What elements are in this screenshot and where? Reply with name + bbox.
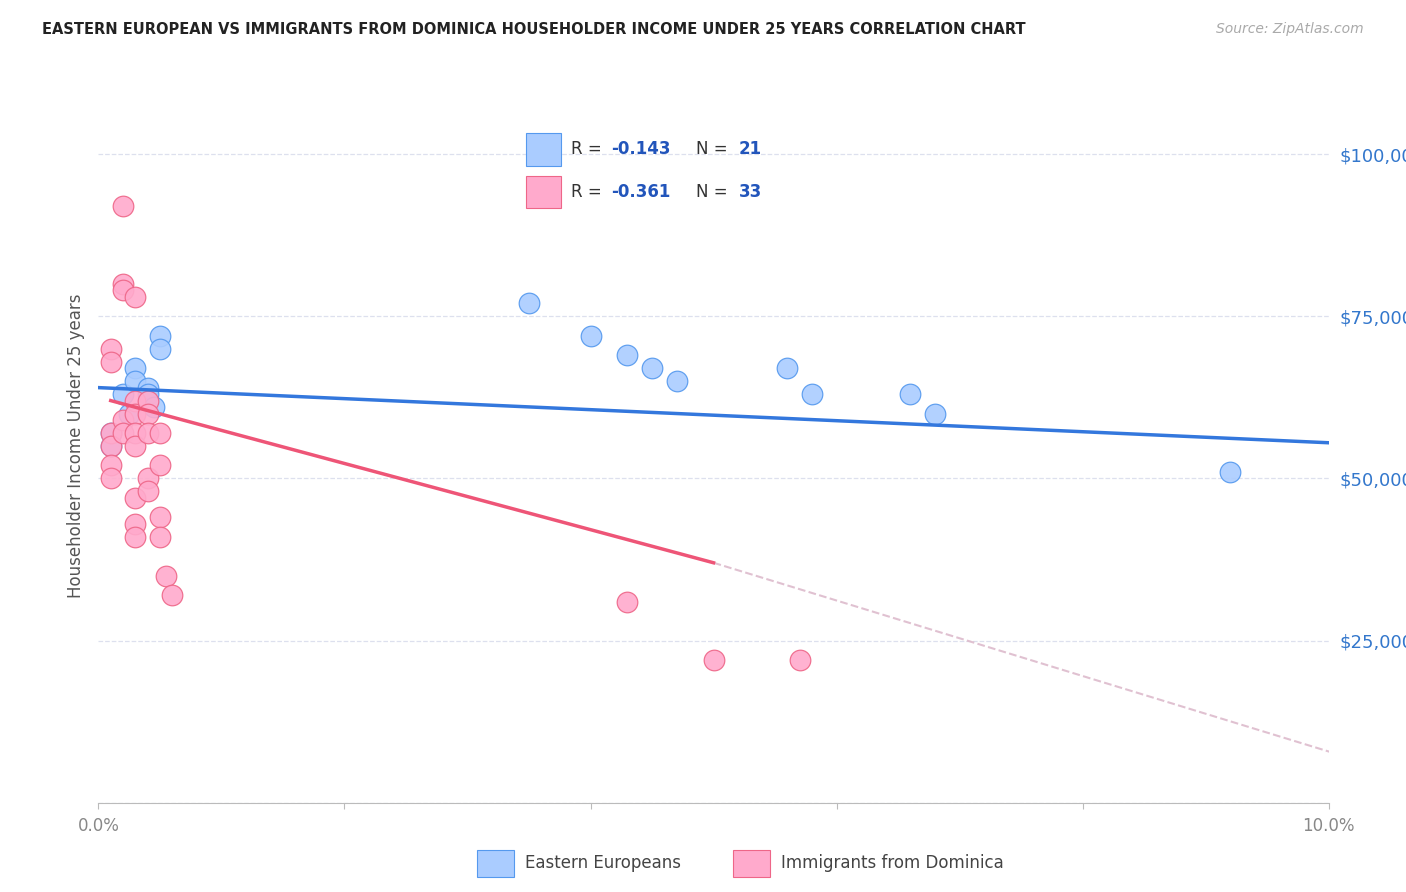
- Point: [900, 387, 922, 401]
- Text: R =: R =: [571, 183, 607, 201]
- Text: 33: 33: [740, 183, 762, 201]
- Point: [149, 530, 172, 544]
- Point: [100, 439, 122, 453]
- Bar: [477, 850, 515, 877]
- Point: [155, 568, 177, 582]
- Text: Eastern Europeans: Eastern Europeans: [524, 854, 681, 872]
- Point: [136, 471, 159, 485]
- Point: [1219, 465, 1241, 479]
- Point: [100, 425, 122, 440]
- Point: [124, 393, 146, 408]
- Point: [517, 296, 540, 310]
- Point: [136, 381, 159, 395]
- Point: [112, 277, 135, 291]
- Point: [703, 653, 725, 667]
- Point: [616, 595, 638, 609]
- Point: [112, 425, 135, 440]
- Point: [801, 387, 824, 401]
- Point: [162, 588, 183, 602]
- Point: [100, 458, 122, 473]
- Point: [124, 530, 146, 544]
- Point: [124, 407, 146, 421]
- Point: [100, 342, 122, 356]
- Text: -0.361: -0.361: [612, 183, 671, 201]
- Point: [100, 471, 122, 485]
- Point: [112, 413, 135, 427]
- Point: [616, 348, 638, 362]
- Text: Immigrants from Dominica: Immigrants from Dominica: [782, 854, 1004, 872]
- Point: [136, 387, 159, 401]
- Bar: [733, 850, 770, 877]
- Point: [112, 387, 135, 401]
- Point: [112, 283, 135, 297]
- Text: R =: R =: [571, 140, 607, 158]
- Point: [100, 425, 122, 440]
- Point: [124, 374, 146, 388]
- Point: [776, 361, 799, 376]
- Point: [124, 290, 146, 304]
- Text: 21: 21: [740, 140, 762, 158]
- Text: N =: N =: [696, 140, 733, 158]
- Point: [142, 400, 165, 414]
- Point: [124, 516, 146, 531]
- Point: [789, 653, 811, 667]
- Point: [124, 439, 146, 453]
- Point: [124, 425, 146, 440]
- Point: [112, 199, 135, 213]
- Text: N =: N =: [696, 183, 733, 201]
- Point: [124, 491, 146, 505]
- Point: [124, 361, 146, 376]
- Point: [665, 374, 688, 388]
- Point: [136, 425, 159, 440]
- Point: [149, 458, 172, 473]
- Point: [149, 510, 172, 524]
- Point: [100, 354, 122, 368]
- Point: [149, 328, 172, 343]
- Point: [924, 407, 946, 421]
- Text: EASTERN EUROPEAN VS IMMIGRANTS FROM DOMINICA HOUSEHOLDER INCOME UNDER 25 YEARS C: EASTERN EUROPEAN VS IMMIGRANTS FROM DOMI…: [42, 22, 1026, 37]
- Bar: [526, 176, 561, 209]
- Y-axis label: Householder Income Under 25 years: Householder Income Under 25 years: [66, 293, 84, 599]
- Point: [136, 393, 159, 408]
- Point: [579, 328, 602, 343]
- Point: [641, 361, 664, 376]
- Point: [118, 407, 141, 421]
- Point: [100, 439, 122, 453]
- Point: [149, 342, 172, 356]
- Point: [136, 407, 159, 421]
- Text: Source: ZipAtlas.com: Source: ZipAtlas.com: [1216, 22, 1364, 37]
- Point: [136, 484, 159, 499]
- Text: -0.143: -0.143: [612, 140, 671, 158]
- Point: [149, 425, 172, 440]
- Bar: [526, 133, 561, 166]
